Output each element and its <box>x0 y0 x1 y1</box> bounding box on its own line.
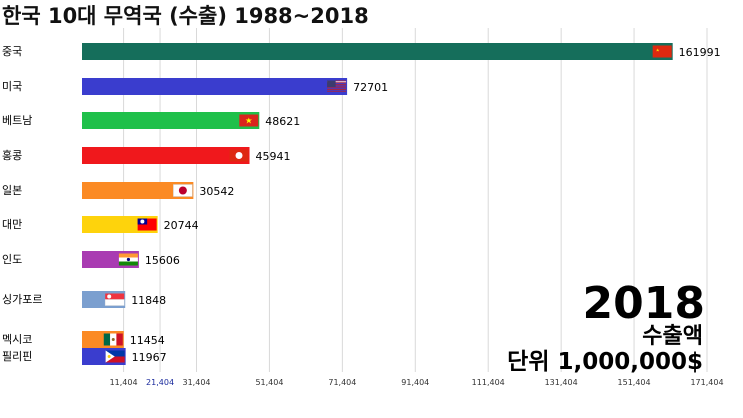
value-label: 45941 <box>256 150 291 163</box>
value-label: 48621 <box>265 115 300 128</box>
value-label: 11848 <box>131 294 166 307</box>
hongkong-flag <box>229 149 249 162</box>
x-tick-label: 151,404 <box>618 378 651 387</box>
bar <box>82 43 673 60</box>
chart-title: 한국 10대 무역국 (수출) 1988~2018 <box>2 4 369 28</box>
x-tick-label: 21,404 <box>146 378 174 387</box>
value-label: 11967 <box>132 351 167 364</box>
x-tick-label: 171,404 <box>690 378 723 387</box>
value-label: 20744 <box>164 219 199 232</box>
category-label: 멕시코 <box>2 333 32 346</box>
bar <box>82 112 260 129</box>
category-label: 대만 <box>2 218 22 231</box>
x-tick-label: 111,404 <box>472 378 505 387</box>
taiwan-flag <box>137 218 157 231</box>
philippines-flag <box>105 350 125 363</box>
value-label: 72701 <box>353 81 388 94</box>
x-tick-label: 11,404 <box>110 378 138 387</box>
category-label: 중국 <box>2 45 22 58</box>
japan-flag <box>173 184 193 197</box>
x-tick-label: 71,404 <box>328 378 356 387</box>
value-label: 15606 <box>145 254 180 267</box>
category-label: 인도 <box>2 253 22 266</box>
x-tick-label: 91,404 <box>401 378 429 387</box>
unit-label: 단위 1,000,000$ <box>507 349 703 375</box>
category-label: 필리핀 <box>2 350 32 363</box>
x-tick-label: 31,404 <box>183 378 211 387</box>
year-label: 2018 <box>582 278 705 329</box>
category-label: 홍콩 <box>2 148 22 162</box>
x-tick-label: 131,404 <box>545 378 578 387</box>
category-label: 미국 <box>2 80 22 93</box>
vietnam-flag <box>239 114 259 127</box>
singapore-flag <box>104 293 125 306</box>
bar <box>82 182 194 199</box>
mexico-flag <box>103 333 123 346</box>
value-label: 161991 <box>679 46 721 59</box>
value-label: 11454 <box>130 334 165 347</box>
category-label: 일본 <box>2 183 22 197</box>
bars: 중국 161991 미국 72701 베트남 48621 홍콩 45941 일본 30542 대만 2… <box>2 43 721 365</box>
china-flag <box>652 45 672 58</box>
category-label: 베트남 <box>2 114 32 127</box>
bar <box>82 147 250 164</box>
bar <box>82 78 348 95</box>
x-tick-label: 51,404 <box>255 378 283 387</box>
india-flag <box>118 253 138 266</box>
category-label: 싱가포르 <box>2 293 42 306</box>
x-axis: 11,404 21,404 31,404 51,404 71,404 91,404 111,… <box>110 378 724 387</box>
usa-flag <box>327 80 347 92</box>
metric-label: 수출액 <box>642 324 703 349</box>
value-label: 30542 <box>199 185 234 198</box>
